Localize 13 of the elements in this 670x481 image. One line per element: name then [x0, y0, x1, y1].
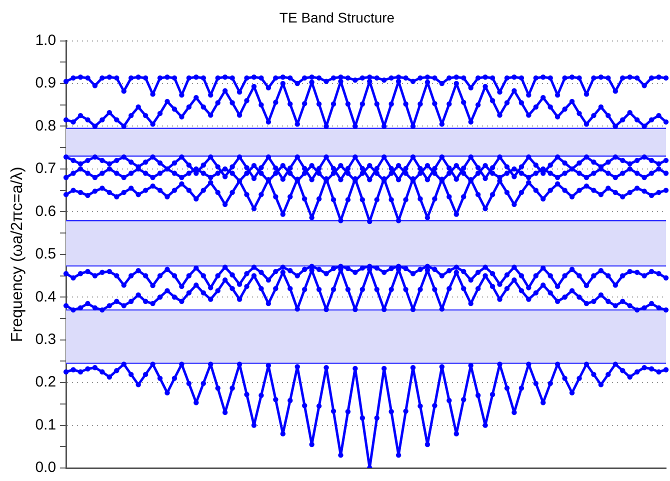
y-tick-label: 0.9	[35, 74, 56, 92]
y-tick-label: 0.3	[35, 330, 56, 348]
y-tick-label: 0.1	[35, 416, 56, 434]
chart-title: TE Band Structure	[279, 9, 395, 26]
y-tick-label: 0.4	[35, 288, 56, 306]
y-tick-label: 0.7	[35, 160, 56, 178]
y-tick-label: 1.0	[35, 32, 56, 49]
y-tick-label: 0.5	[35, 246, 56, 263]
y-tick-label: 0.0	[35, 459, 56, 476]
y-tick-label: 0.8	[35, 117, 56, 134]
y-tick-label: 0.2	[35, 374, 56, 391]
y-tick-label: 0.6	[35, 202, 56, 220]
y-axis-title: Frequency (ωa/2πc=a/λ)	[9, 166, 26, 342]
